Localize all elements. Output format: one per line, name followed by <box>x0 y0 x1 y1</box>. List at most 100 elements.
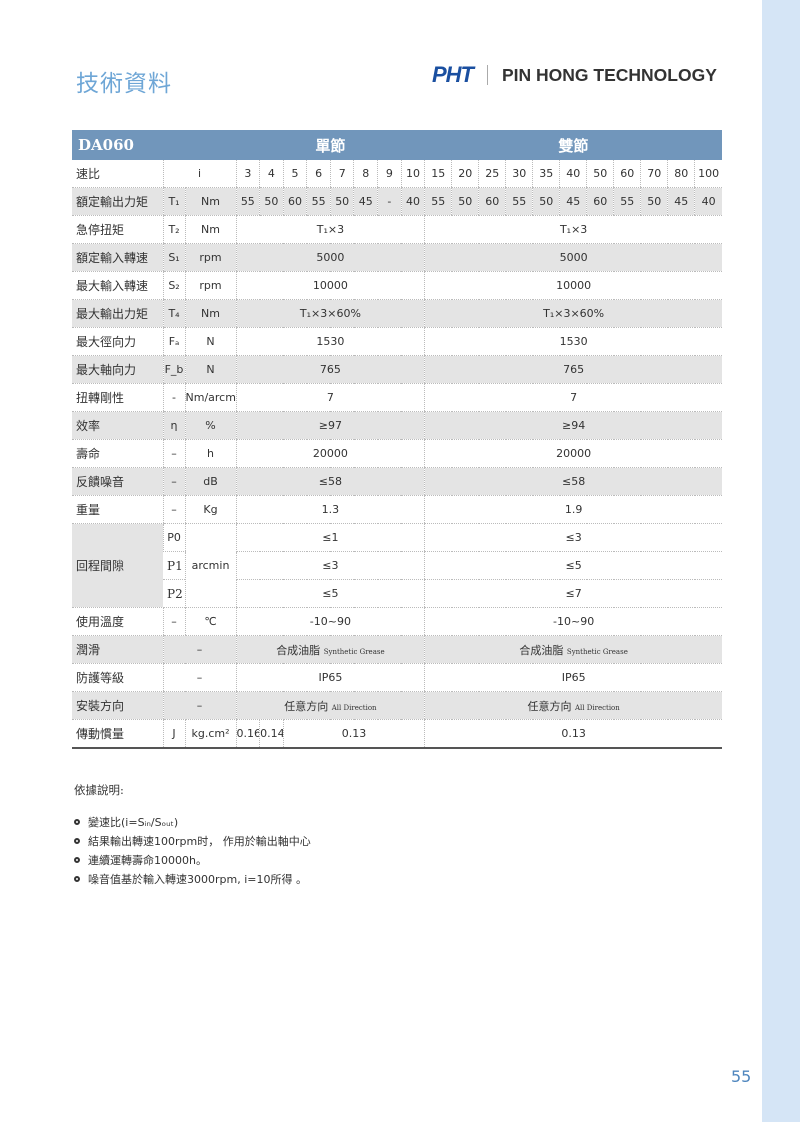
torque-value: 45 <box>559 187 587 216</box>
single-value: 0.13 <box>282 719 425 749</box>
ratio-value: 7 <box>329 160 354 188</box>
torque-value: 50 <box>532 187 560 216</box>
double-value: T₁×3×60% <box>424 299 722 328</box>
torque-value: 55 <box>306 187 331 216</box>
torque-value: 50 <box>329 187 354 216</box>
double-value: 10000 <box>424 271 722 300</box>
ratio-value: 40 <box>559 160 587 188</box>
row-symbol: F_b <box>162 355 186 384</box>
backlash-level: P0 <box>162 523 186 552</box>
note-text: 變速比(i=Sᵢₙ/Sₒᵤₜ) <box>88 815 179 829</box>
ratio-value: 50 <box>586 160 614 188</box>
single-value: 20000 <box>235 439 425 468</box>
ratio-value: 70 <box>640 160 668 188</box>
bullet-icon <box>74 875 80 882</box>
single-value: 5000 <box>235 243 425 272</box>
ratio-value: 5 <box>282 160 307 188</box>
row-unit: % <box>184 411 237 440</box>
spec-row: 最大徑向力 Fₐ N 1530 1530 <box>72 327 722 356</box>
english-label: All Direction <box>331 703 377 712</box>
row-symbol: J <box>162 719 186 749</box>
spec-row: 額定輸入轉速 S₁ rpm 5000 5000 <box>72 243 722 272</box>
single-value: ≥97 <box>235 411 425 440</box>
row-unit: Kg <box>184 495 237 524</box>
company-name: PIN HONG TECHNOLOGY <box>502 64 717 85</box>
row-symbol: – <box>162 663 237 692</box>
temperature-row: 使用溫度 – ℃ -10~90 -10~90 <box>72 607 722 636</box>
torque-value: 50 <box>259 187 284 216</box>
single-value: 765 <box>235 355 425 384</box>
torque-value: 55 <box>613 187 641 216</box>
note-text: 噪音值基於輸入轉速3000rpm, i=10所得 。 <box>88 872 307 886</box>
row-unit: N <box>184 355 237 384</box>
row-label: 額定輸出力矩 <box>72 187 164 216</box>
double-value: 合成油脂 Synthetic Grease <box>424 635 722 664</box>
spec-row: 反饋噪音 – dB ≤58 ≤58 <box>72 467 722 496</box>
spec-row: 最大軸向力 F_b N 765 765 <box>72 355 722 384</box>
single-value: IP65 <box>235 663 425 692</box>
backlash-row: P2 ≤5 ≤7 <box>72 579 722 608</box>
row-label: 傳動慣量 <box>72 719 164 749</box>
double-value: 0.13 <box>424 719 722 749</box>
double-value: 5000 <box>424 243 722 272</box>
row-symbol: – <box>162 495 186 524</box>
row-unit: rpm <box>184 271 237 300</box>
row-unit: N <box>184 327 237 356</box>
row-unit: Nm/arcmin <box>184 383 237 412</box>
row-label: 扭轉剛性 <box>72 383 164 412</box>
double-value: ≤3 <box>424 523 722 552</box>
spec-row: 壽命 – h 20000 20000 <box>72 439 722 468</box>
rated-torque-row: 額定輸出力矩 T₁ Nm 55 50 60 55 50 45-40 55 50 60 55 50 45 60 5… <box>72 187 722 216</box>
single-value: 1530 <box>235 327 425 356</box>
ratio-value: 15 <box>424 160 452 188</box>
row-label: 潤滑 <box>72 635 164 664</box>
row-symbol: S₁ <box>162 243 186 272</box>
double-value: ≤5 <box>424 551 722 580</box>
row-unit: kg.cm² <box>184 719 237 749</box>
row-symbol: – <box>162 635 237 664</box>
english-label: Synthetic Grease <box>323 647 385 656</box>
table-header: DA060 單節 雙節 <box>72 130 722 160</box>
torque-value: 55 <box>505 187 533 216</box>
row-label: 額定輸入轉速 <box>72 243 164 272</box>
row-unit: ℃ <box>184 607 237 636</box>
row-symbol: – <box>162 467 186 496</box>
ratio-value: 35 <box>532 160 560 188</box>
torque-value: 55 <box>235 187 260 216</box>
spec-row: 重量 – Kg 1.3 1.9 <box>72 495 722 524</box>
page-number: 55 <box>731 1067 752 1086</box>
bullet-icon <box>74 818 80 825</box>
torque-value: 40 <box>400 187 425 216</box>
ratio-value: 6 <box>306 160 331 188</box>
double-value: IP65 <box>424 663 722 692</box>
single-value: ≤1 <box>235 523 425 552</box>
double-value: ≤58 <box>424 467 722 496</box>
spec-row: 防護等級 – IP65 IP65 <box>72 663 722 692</box>
torque-value: 45 <box>353 187 378 216</box>
double-value: -10~90 <box>424 607 722 636</box>
ratio-value: 3 <box>235 160 260 188</box>
row-unit: Nm <box>184 215 237 244</box>
notes-title: 依據說明: <box>74 783 124 797</box>
ratio-symbol: i <box>162 160 237 188</box>
torque-value: - <box>377 187 402 216</box>
torque-value: 45 <box>667 187 695 216</box>
row-symbol: η <box>162 411 186 440</box>
double-value: 7 <box>424 383 722 412</box>
single-value: 7 <box>235 383 425 412</box>
ratio-value: 20 <box>451 160 479 188</box>
side-strip <box>762 0 800 1122</box>
spec-row: 扭轉剛性-Nm/arcmin77 <box>72 383 722 412</box>
row-label: 最大軸向力 <box>72 355 164 384</box>
logo-divider <box>487 65 488 85</box>
ratio-value: 9 <box>377 160 402 188</box>
row-label: 重量 <box>72 495 164 524</box>
spec-row: 最大輸出力矩 T₄ Nm T₁×3×60% T₁×3×60% <box>72 299 722 328</box>
double-value: 任意方向 All Direction <box>424 691 722 720</box>
model-name: DA060 <box>72 130 237 160</box>
row-label: 最大徑向力 <box>72 327 164 356</box>
spec-table: DA060 單節 雙節 速比 i 3 4 5 6 7 8 9 10 15 20 25 30 35 40 50 60 70 8… <box>72 130 722 749</box>
bullet-icon <box>74 837 80 844</box>
ratio-value: 4 <box>259 160 284 188</box>
